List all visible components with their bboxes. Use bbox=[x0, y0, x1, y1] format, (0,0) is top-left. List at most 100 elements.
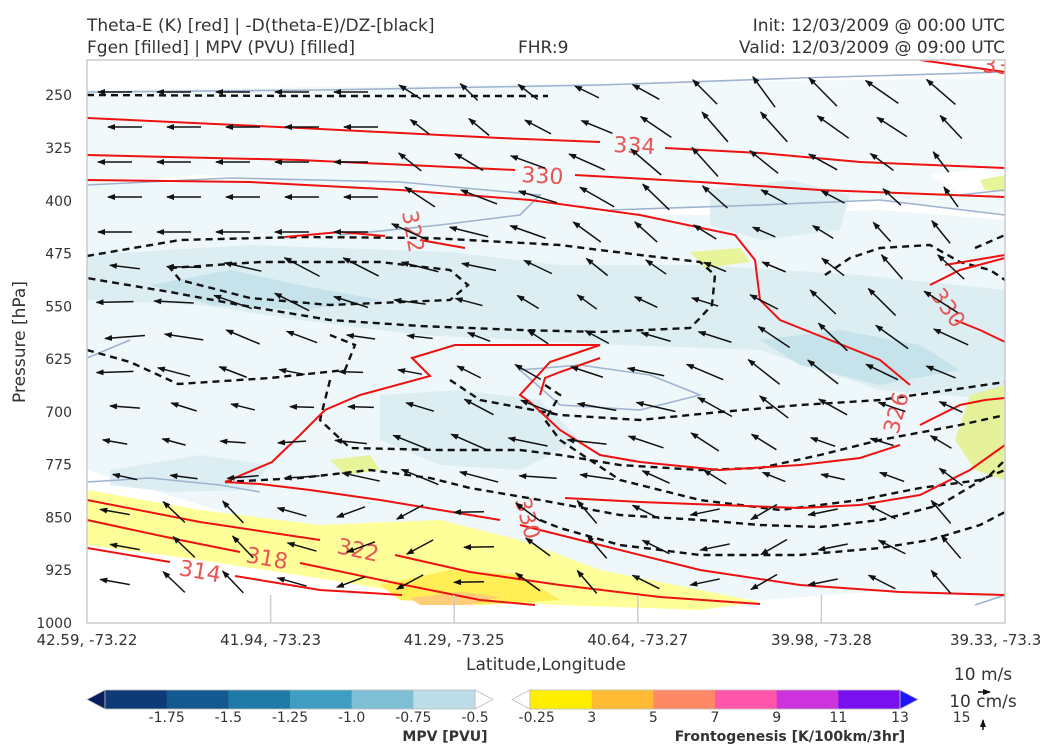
wind-vector bbox=[276, 506, 307, 517]
wind-vector bbox=[750, 573, 778, 591]
wind-vector bbox=[818, 398, 848, 416]
wind-vector bbox=[278, 367, 305, 376]
theta-e-contour-322-low bbox=[87, 499, 761, 605]
mpv-colorbar-segment bbox=[290, 690, 353, 709]
mpv-region-mid bbox=[87, 245, 1005, 400]
wind-vector bbox=[867, 287, 897, 316]
wind-vector bbox=[761, 261, 786, 273]
wind-vector bbox=[929, 435, 952, 449]
wind-vector bbox=[334, 438, 368, 445]
stability-contour-1 bbox=[87, 93, 548, 98]
wind-vector bbox=[221, 570, 244, 594]
wind-vector bbox=[626, 366, 665, 377]
mpv-colorbar: -1.75 -1.5 -1.25 -1.0 -0.75 -0.5 -0.25 bbox=[86, 689, 555, 726]
mpv-contour-3 bbox=[609, 199, 1005, 216]
wind-vector bbox=[162, 570, 186, 593]
y-tick-label-625: 625 bbox=[45, 352, 72, 368]
wind-vector bbox=[758, 395, 789, 419]
stability-contour-9 bbox=[824, 243, 1005, 281]
wind-vector bbox=[820, 472, 845, 481]
wind-vector bbox=[95, 299, 134, 306]
wind-vector bbox=[809, 437, 836, 447]
wind-vector bbox=[286, 541, 317, 552]
mpv-colorbar-segment bbox=[351, 690, 414, 709]
wind-vector bbox=[109, 542, 140, 551]
wind-vector bbox=[170, 402, 197, 412]
fgen-colorbar-segment bbox=[530, 690, 593, 709]
fgen-colorbar-tick-label: 7 bbox=[711, 710, 720, 726]
mpv-colorbar-tick-label: -1.25 bbox=[272, 710, 308, 726]
wind-vector bbox=[876, 116, 908, 138]
wind-vector bbox=[165, 263, 202, 270]
plot-area: 314 318 322 322 326 330 330 334 330 33 bbox=[87, 60, 1005, 623]
mpv-colorbar-segment bbox=[228, 690, 291, 709]
wind-vector bbox=[807, 153, 838, 171]
wind-vector bbox=[749, 294, 779, 310]
wind-vector bbox=[878, 471, 905, 483]
mpv-region-upper-right bbox=[710, 180, 850, 240]
y-tick-label-475: 475 bbox=[45, 247, 72, 263]
x-axis: 42.59, -73.22 41.94, -73.23 41.29, -73.25 4… bbox=[37, 595, 1041, 649]
wind-vector bbox=[817, 322, 848, 352]
stability-contour-3 bbox=[167, 260, 470, 307]
theta-e-label-334: 334 bbox=[613, 133, 656, 160]
wind-vector bbox=[645, 259, 667, 275]
y-axis-label: Pressure [hPa] bbox=[10, 281, 30, 403]
wind-vector bbox=[99, 507, 130, 516]
wind-vector bbox=[882, 188, 902, 206]
theta-e-contour-326-right bbox=[929, 257, 1005, 286]
wind-vector bbox=[931, 220, 951, 244]
wind-vector bbox=[335, 576, 366, 588]
theta-e-contour-330-d bbox=[954, 319, 1005, 343]
x-tick-label-2: 41.29, -73.25 bbox=[404, 631, 505, 649]
wind-vector bbox=[869, 437, 894, 447]
wind-vector bbox=[454, 297, 483, 307]
wind-vector bbox=[409, 118, 431, 136]
wind-vector bbox=[641, 470, 670, 484]
wind-vector bbox=[566, 437, 607, 445]
theta-e-contour-330-b bbox=[87, 179, 911, 386]
title-right-line-2: Valid: 12/03/2009 @ 09:00 UTC bbox=[739, 38, 1005, 58]
wind-vector bbox=[872, 221, 892, 243]
fgen-colorbar-segment bbox=[715, 690, 778, 709]
wind-vector bbox=[757, 325, 791, 349]
fgen-colorbar: 3 5 7 9 11 13 15 bbox=[511, 689, 971, 726]
wind-vector bbox=[938, 400, 963, 414]
y-tick-label-550: 550 bbox=[45, 299, 72, 315]
wind-vector bbox=[576, 499, 598, 524]
wind-vector bbox=[454, 152, 484, 172]
wind-vector bbox=[153, 298, 194, 305]
wind-vector bbox=[702, 261, 727, 273]
y-tick-label-925: 925 bbox=[45, 563, 72, 579]
wind-vector bbox=[576, 569, 598, 594]
wind-vector bbox=[405, 539, 434, 555]
fgen-colorbar-segment bbox=[838, 690, 901, 709]
wind-vector bbox=[219, 438, 246, 445]
mpv-colorbar-tick-label: -0.25 bbox=[519, 710, 555, 726]
plot-frame bbox=[86, 59, 1006, 624]
wind-vector bbox=[450, 433, 488, 451]
wind-vector bbox=[524, 119, 552, 135]
wind-vector bbox=[867, 574, 896, 590]
wind-vector bbox=[691, 146, 719, 177]
wind-vector bbox=[586, 534, 608, 559]
stability-contour-5 bbox=[318, 379, 1005, 472]
wind-vector bbox=[285, 330, 318, 344]
theta-e-contour-326 bbox=[224, 344, 1005, 483]
wind-vector bbox=[161, 437, 186, 446]
wind-vector bbox=[690, 432, 720, 452]
mpv-region-core-right bbox=[760, 330, 960, 385]
wind-vector bbox=[453, 579, 485, 586]
wind-vector bbox=[393, 297, 426, 305]
theta-e-contour-lower-326 bbox=[564, 444, 1005, 510]
wind-vector bbox=[938, 467, 964, 487]
wind-vector bbox=[760, 189, 788, 205]
wind-vector bbox=[633, 296, 658, 308]
wind-vector bbox=[932, 328, 969, 346]
theta-e-contour-330-a bbox=[87, 154, 1005, 198]
wind-vector bbox=[572, 221, 602, 243]
wind-vector bbox=[749, 150, 779, 174]
wind-vector bbox=[392, 434, 427, 450]
wind-vector bbox=[514, 363, 542, 381]
wind-vector bbox=[468, 117, 490, 136]
